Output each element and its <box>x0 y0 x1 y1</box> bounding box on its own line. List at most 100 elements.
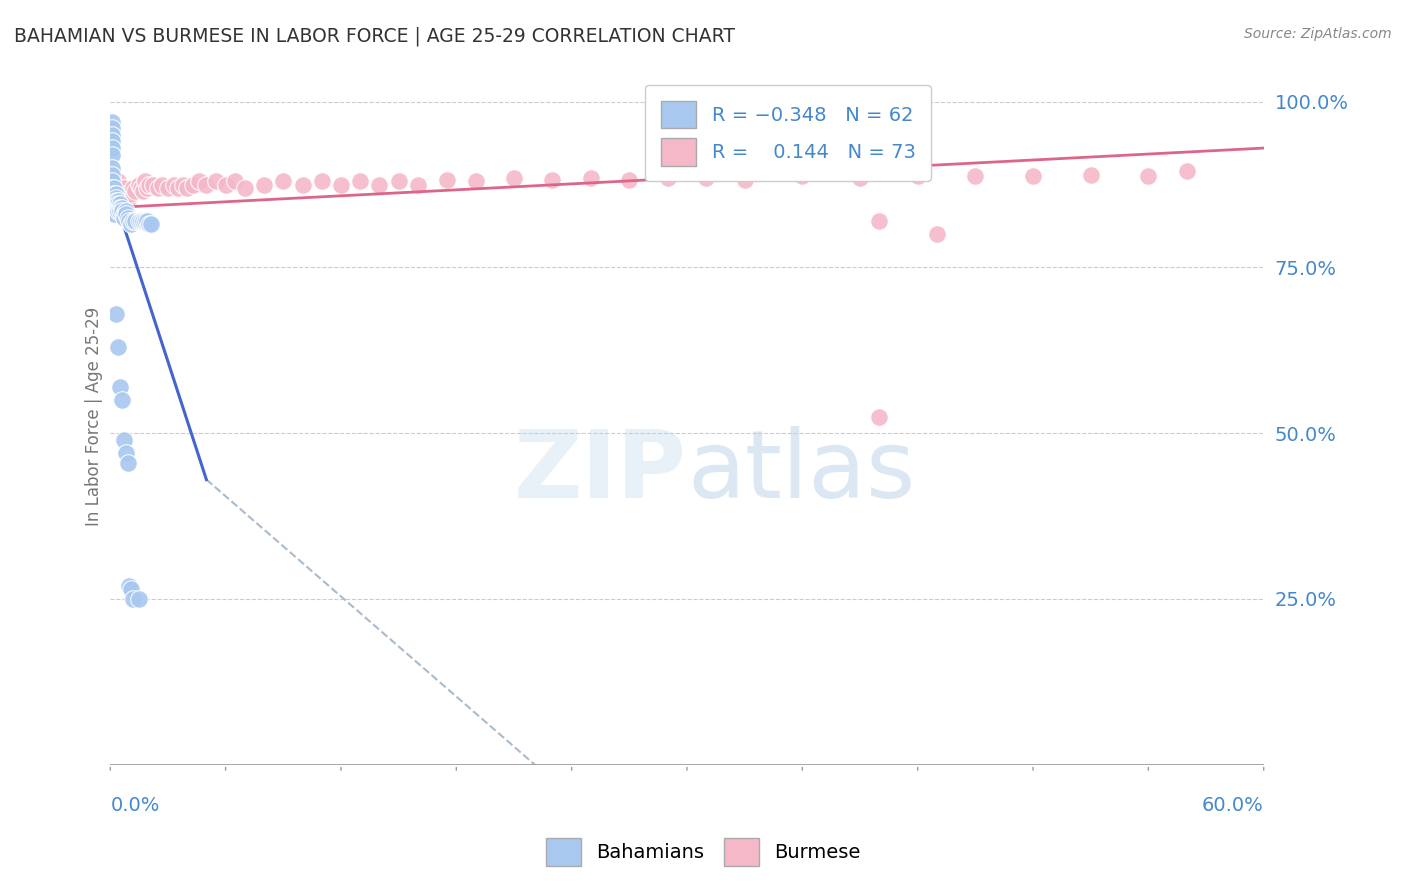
Point <box>1080 168 1102 182</box>
Point <box>118 579 141 593</box>
Point <box>128 591 150 606</box>
Point <box>134 214 156 228</box>
Point <box>148 181 170 195</box>
Point <box>253 178 276 192</box>
Point <box>114 207 136 221</box>
Point <box>117 456 139 470</box>
Point <box>103 187 125 202</box>
Point <box>112 191 135 205</box>
Point <box>579 170 602 185</box>
Point <box>103 194 125 208</box>
Point <box>120 187 142 202</box>
Point <box>105 181 128 195</box>
Point <box>108 191 131 205</box>
Point <box>132 184 155 198</box>
Point <box>291 178 314 192</box>
Point <box>105 194 128 208</box>
Point <box>101 184 124 198</box>
Point <box>139 217 162 231</box>
Point <box>128 178 150 192</box>
Text: Source: ZipAtlas.com: Source: ZipAtlas.com <box>1244 27 1392 41</box>
Text: BAHAMIAN VS BURMESE IN LABOR FORCE | AGE 25-29 CORRELATION CHART: BAHAMIAN VS BURMESE IN LABOR FORCE | AGE… <box>14 27 735 46</box>
Legend: R = −0.348   N = 62, R =    0.144   N = 73: R = −0.348 N = 62, R = 0.144 N = 73 <box>645 86 931 181</box>
Point <box>103 201 125 215</box>
Point <box>120 582 142 596</box>
Point <box>101 121 124 136</box>
Point <box>111 201 134 215</box>
Point <box>128 214 150 228</box>
Point <box>108 197 131 211</box>
Point <box>368 178 391 192</box>
Point <box>103 191 125 205</box>
Point <box>464 174 486 188</box>
Point <box>111 191 134 205</box>
Point <box>166 181 188 195</box>
Point <box>925 227 948 242</box>
Point <box>187 174 209 188</box>
Text: atlas: atlas <box>688 426 915 518</box>
Point <box>965 169 987 183</box>
Point <box>103 181 125 195</box>
Point <box>163 178 186 192</box>
Point <box>132 214 155 228</box>
Point <box>176 181 198 195</box>
Point <box>107 194 129 208</box>
Point <box>107 340 129 354</box>
Point <box>101 147 124 161</box>
Point <box>101 135 124 149</box>
Point <box>135 214 157 228</box>
Text: 60.0%: 60.0% <box>1202 796 1264 815</box>
Point <box>117 211 139 225</box>
Point <box>849 170 872 185</box>
Point <box>103 181 125 195</box>
Point <box>105 307 128 321</box>
Text: 0.0%: 0.0% <box>110 796 160 815</box>
Point <box>103 207 125 221</box>
Point <box>101 128 124 142</box>
Point <box>907 169 929 183</box>
Point <box>114 187 136 202</box>
Point <box>105 187 128 202</box>
Point <box>103 204 125 219</box>
Point <box>868 409 890 424</box>
Point <box>214 178 236 192</box>
Point <box>541 173 564 187</box>
Point <box>108 201 131 215</box>
Point <box>107 174 129 188</box>
Point <box>118 191 141 205</box>
Point <box>112 211 135 225</box>
Point <box>142 178 165 192</box>
Point <box>114 194 136 208</box>
Point <box>105 194 128 208</box>
Point <box>107 201 129 215</box>
Point <box>138 217 160 231</box>
Point <box>172 178 194 192</box>
Point <box>122 591 145 606</box>
Point <box>101 114 124 128</box>
Point <box>134 174 156 188</box>
Point <box>120 217 142 231</box>
Point <box>118 214 141 228</box>
Point <box>129 181 152 195</box>
Point <box>111 204 134 219</box>
Point <box>107 187 129 202</box>
Point <box>112 181 135 195</box>
Point <box>101 168 124 182</box>
Point <box>114 446 136 460</box>
Point <box>156 181 179 195</box>
Point <box>205 174 228 188</box>
Point <box>233 181 256 195</box>
Point <box>224 174 246 188</box>
Point <box>111 392 134 407</box>
Point <box>503 170 526 185</box>
Point <box>103 194 125 208</box>
Point <box>129 214 152 228</box>
Point <box>111 181 134 195</box>
Point <box>792 169 814 183</box>
Point <box>112 433 135 447</box>
Point <box>107 197 129 211</box>
Point <box>117 191 139 205</box>
Point <box>436 173 458 187</box>
Point <box>112 207 135 221</box>
Point <box>101 194 124 208</box>
